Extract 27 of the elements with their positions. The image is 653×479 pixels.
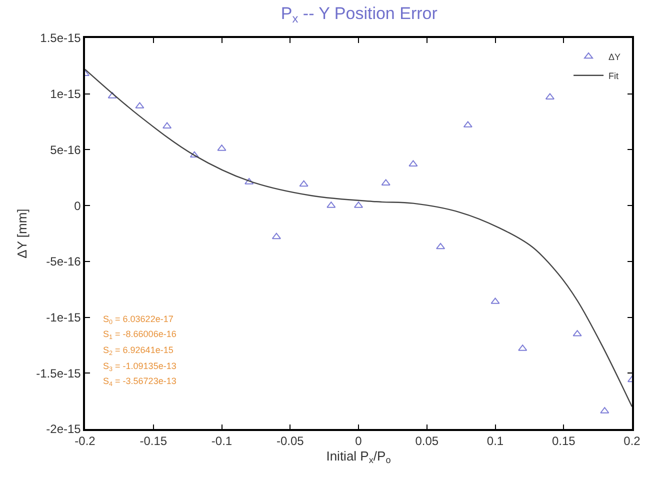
x-tick-label: -0.2 — [74, 434, 96, 448]
annotation: S$_{0}$ = 6.03622e-17 — [103, 314, 174, 326]
chart-title: P$_{x}$ -- Y Position Error — [280, 4, 438, 26]
annotation: S$_{1}$ = -8.66006e-16 — [103, 329, 176, 341]
y-tick-label: -1.5e-15 — [36, 366, 82, 380]
y-tick-label: -2e-15 — [46, 422, 82, 436]
x-axis-title: Initial P$_{x}$/P$_{o}$ — [326, 448, 391, 465]
y-tick-label: -1e-15 — [46, 310, 82, 324]
y-tick-label: 0 — [74, 198, 82, 213]
y-tick-label: 1e-15 — [50, 87, 82, 102]
x-tick-label: 0.15 — [552, 434, 576, 448]
annotation: S$_{4}$ = -3.56723e-13 — [103, 376, 176, 388]
y-tick-label: -5e-16 — [46, 254, 82, 269]
x-tick-label: 0.1 — [486, 434, 504, 448]
legend-label: ΔY — [608, 52, 621, 62]
annotation: S$_{3}$ = -1.09135e-13 — [103, 361, 176, 373]
annotation: S$_{2}$ = 6.92641e-15 — [103, 345, 174, 357]
y-tick-label: 5e-16 — [50, 142, 82, 157]
x-tick-label: 0.2 — [624, 434, 641, 448]
x-tick-label: 0 — [355, 434, 362, 448]
x-tick-label: -0.05 — [276, 434, 304, 448]
x-tick-label: 0.05 — [415, 434, 439, 448]
y-tick-label: 1.5e-15 — [40, 31, 82, 46]
y-axis-title: ΔY [mm] — [14, 208, 30, 258]
x-tick-label: -0.1 — [211, 434, 232, 448]
legend-label: Fit — [608, 70, 620, 81]
x-tick-label: -0.15 — [140, 434, 168, 448]
